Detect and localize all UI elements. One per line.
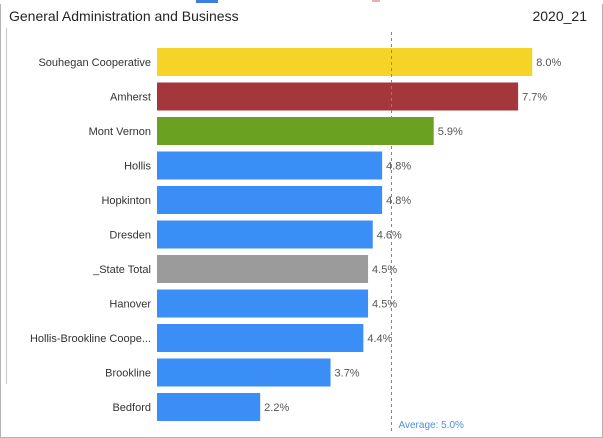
focus-tab-indicator[interactable] <box>196 0 218 3</box>
chart-title: General Administration and Business <box>9 8 239 24</box>
close-indicator[interactable] <box>372 0 380 2</box>
bar-8[interactable] <box>157 324 364 352</box>
value-label-8: 4.4% <box>367 333 392 345</box>
bar-1[interactable] <box>157 82 519 111</box>
average-layer: Average: 5.0% <box>391 32 465 432</box>
bar-0[interactable] <box>157 48 533 76</box>
bar-2[interactable] <box>157 117 434 145</box>
bar-3[interactable] <box>157 151 383 180</box>
category-label-7: Hanover <box>109 299 151 311</box>
value-label-1: 7.7% <box>522 92 547 104</box>
bars-layer: Souhegan Cooperative 8.0% Amherst 7.7% Mont … <box>30 48 561 421</box>
category-label-5: Dresden <box>109 230 151 242</box>
category-label-0: Souhegan Cooperative <box>38 57 151 69</box>
value-label-2: 5.9% <box>438 126 463 138</box>
value-label-0: 8.0% <box>536 57 561 69</box>
left-divider <box>6 28 7 384</box>
value-label-3: 4.8% <box>386 161 411 173</box>
value-label-10: 2.2% <box>264 402 289 414</box>
category-label-4: Hopkinton <box>101 195 151 207</box>
category-label-2: Mont Vernon <box>89 126 151 138</box>
bar-6[interactable] <box>157 255 369 283</box>
bar-9[interactable] <box>157 358 331 387</box>
category-label-3: Hollis <box>124 161 151 173</box>
year-label: 2020_21 <box>532 8 587 24</box>
category-label-10: Bedford <box>112 402 151 414</box>
category-label-9: Brookline <box>105 368 151 380</box>
category-label-1: Amherst <box>110 92 151 104</box>
value-label-5: 4.6% <box>377 230 402 242</box>
value-label-4: 4.8% <box>386 195 411 207</box>
category-label-8: Hollis-Brookline Coope... <box>30 333 151 345</box>
bar-10[interactable] <box>157 393 261 421</box>
value-label-7: 4.5% <box>372 299 397 311</box>
bar-4[interactable] <box>157 186 383 214</box>
average-label: Average: 5.0% <box>399 420 465 431</box>
bar-5[interactable] <box>157 220 373 249</box>
value-label-6: 4.5% <box>372 264 397 276</box>
category-label-6: _State Total <box>92 264 151 276</box>
top-strip <box>0 0 603 4</box>
value-label-9: 3.7% <box>335 368 360 380</box>
bar-7[interactable] <box>157 289 369 318</box>
